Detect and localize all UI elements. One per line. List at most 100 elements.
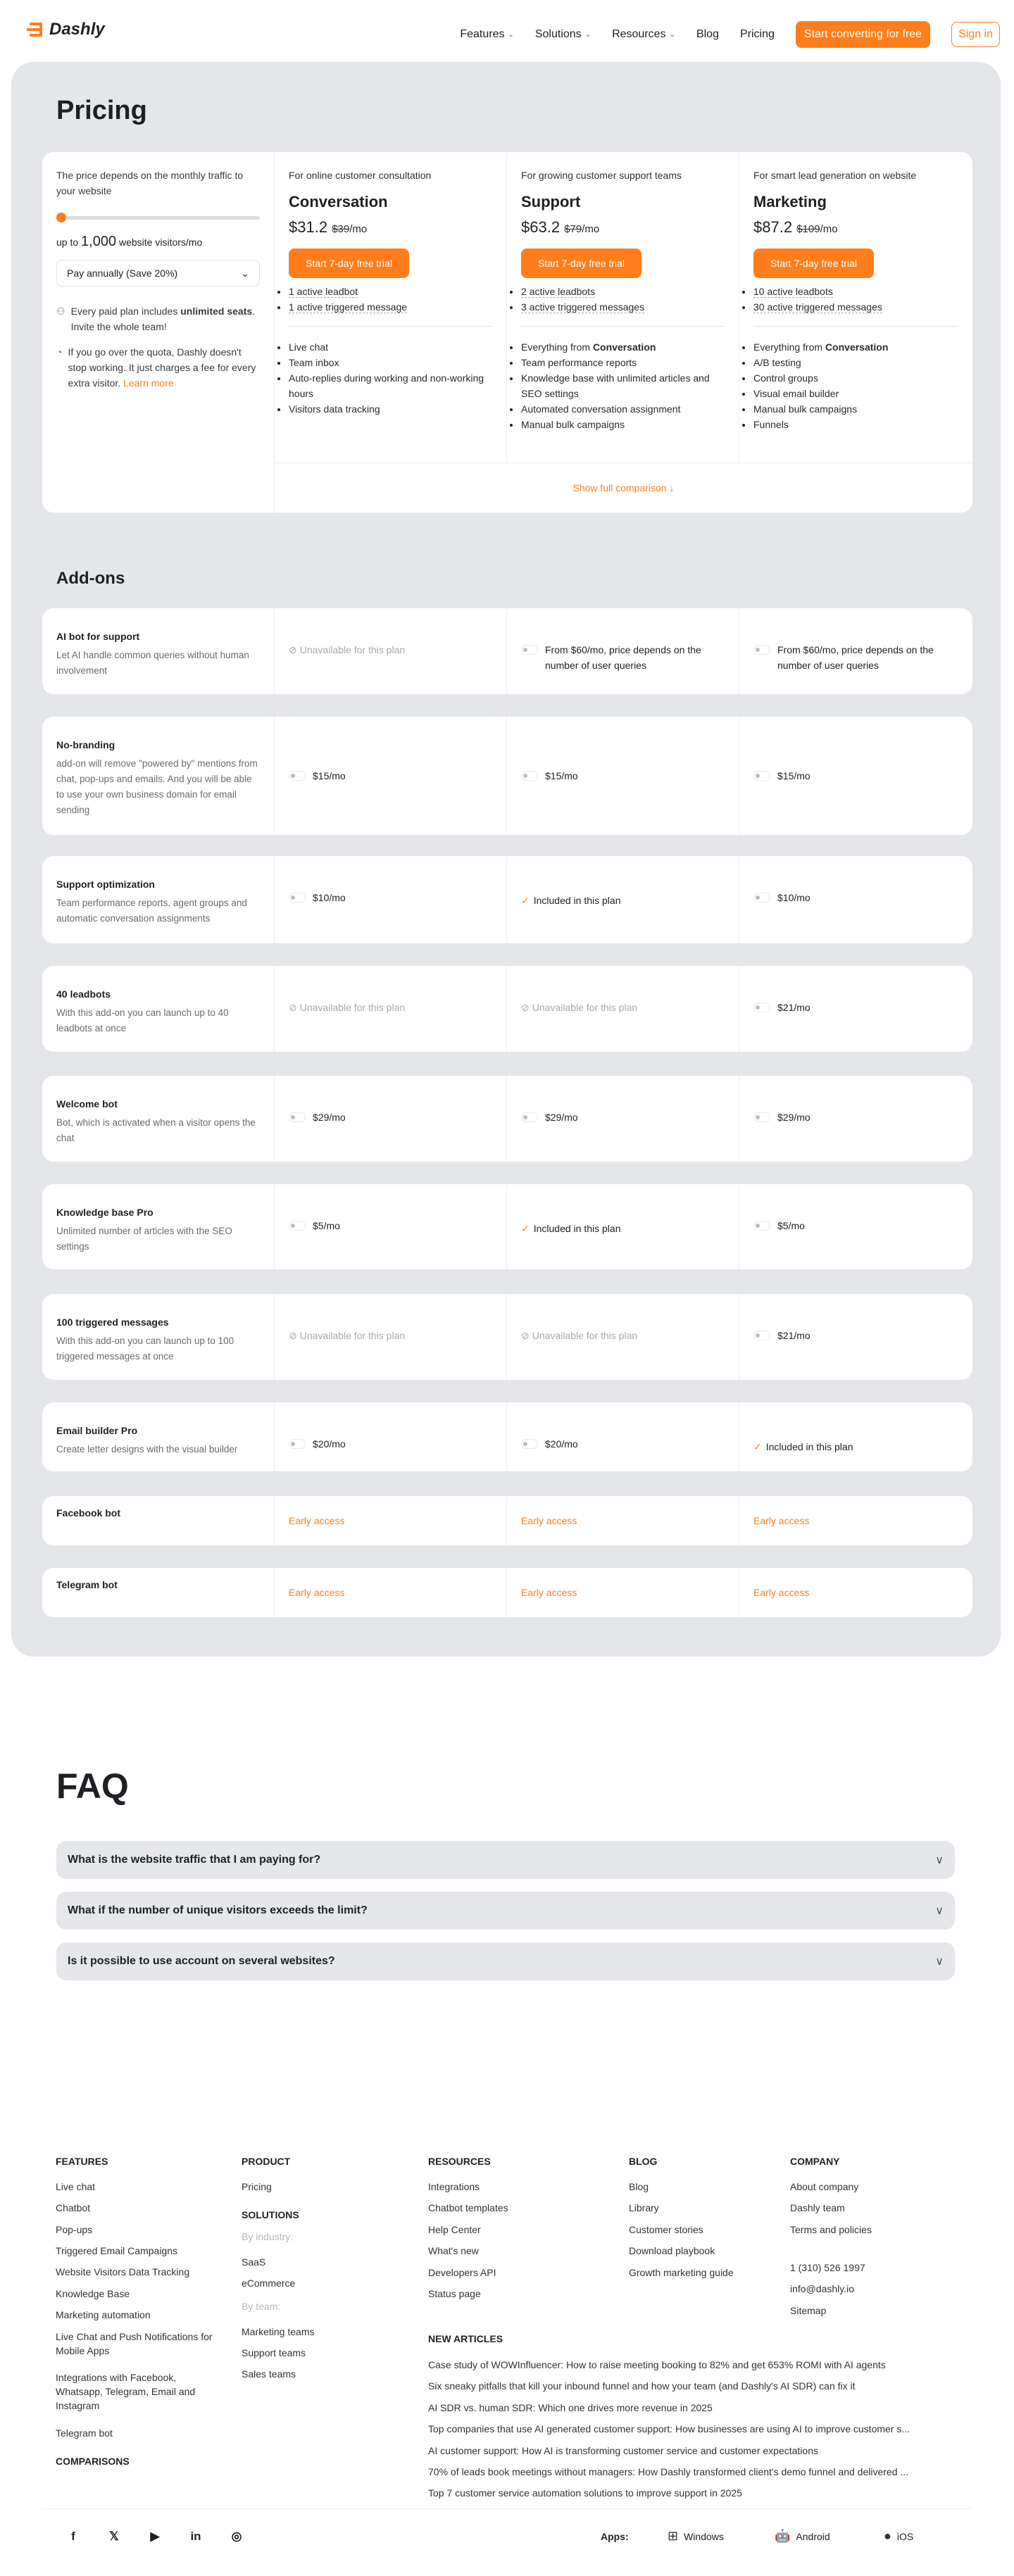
nav-solutions[interactable]: Solutions ⌄ — [534, 28, 592, 40]
addon-toggle[interactable] — [521, 1439, 538, 1449]
footer-link[interactable]: Sales teams — [242, 2368, 296, 2380]
addon-toggle[interactable] — [289, 1112, 306, 1122]
visitors-readout: up to 1,000 website visitors/mo — [56, 234, 203, 249]
footer-link[interactable]: Website Visitors Data Tracking — [56, 2266, 190, 2277]
early-access-link[interactable]: Early access — [521, 1515, 577, 1526]
nav-resources[interactable]: Resources ⌄ — [612, 28, 675, 40]
footer-link[interactable]: Sitemap — [790, 2305, 827, 2316]
footer-link[interactable]: Help Center — [428, 2223, 481, 2235]
youtube-icon[interactable]: ▶ — [150, 2530, 160, 2543]
x-icon[interactable]: 𝕏 — [109, 2530, 119, 2543]
logo[interactable]: Dashly — [27, 20, 105, 39]
addon-toggle[interactable] — [753, 645, 770, 655]
footer-link[interactable]: Developers API — [428, 2266, 496, 2278]
addon-toggle[interactable] — [521, 645, 538, 655]
footer-link[interactable]: Chatbot — [56, 2202, 91, 2213]
plan-limit[interactable]: 1 active leadbot — [277, 284, 492, 299]
footer-link[interactable]: SaaS — [242, 2256, 266, 2268]
early-access-link[interactable]: Early access — [521, 1587, 577, 1598]
footer-link[interactable]: 70% of leads book meetings without manag… — [428, 2466, 909, 2477]
addon-toggle[interactable] — [521, 771, 538, 781]
footer-link[interactable]: Chatbot templates — [428, 2202, 508, 2214]
early-access-link[interactable]: Early access — [753, 1515, 810, 1526]
apple-icon: ● — [884, 2529, 891, 2543]
start-trial-button[interactable]: Start 7-day free trial — [753, 249, 874, 278]
blog-heading: BLOG — [629, 2156, 658, 2167]
footer-link[interactable]: AI SDR vs. human SDR: Which one drives m… — [428, 2401, 713, 2413]
app-link-android[interactable]: 🤖 Android — [775, 2529, 830, 2543]
footer-link[interactable]: Triggered Email Campaigns — [56, 2245, 177, 2256]
footer-link[interactable]: Top 7 customer service automation soluti… — [428, 2487, 742, 2499]
addon-toggle[interactable] — [753, 1221, 770, 1231]
footer-link[interactable]: Terms and policies — [790, 2223, 872, 2235]
footer-link[interactable]: Dashly team — [790, 2202, 845, 2214]
app-link-windows[interactable]: ⊞ Windows — [668, 2529, 724, 2543]
footer-link[interactable]: Live chat — [56, 2181, 96, 2192]
footer-link[interactable]: What's new — [428, 2245, 479, 2257]
addon-toggle[interactable] — [753, 893, 770, 903]
facebook-icon[interactable]: f — [71, 2530, 75, 2543]
footer-link[interactable]: Six sneaky pitfalls that kill your inbou… — [428, 2380, 856, 2392]
footer-link[interactable]: Library — [629, 2202, 659, 2214]
show-comparison-link[interactable]: Show full comparison ↓ — [572, 482, 675, 494]
plan-limit[interactable]: 2 active leadbots — [510, 284, 725, 299]
addon-toggle[interactable] — [521, 1112, 538, 1122]
footer-link[interactable]: AI customer support: How AI is transform… — [428, 2444, 819, 2456]
footer-link[interactable]: Status page — [428, 2288, 481, 2299]
footer-link[interactable]: Support teams — [242, 2347, 306, 2358]
addon-toggle[interactable] — [753, 771, 770, 781]
nav-blog[interactable]: Blog — [696, 28, 719, 40]
footer-link[interactable]: Live Chat and Push Notifications for Mob… — [56, 2331, 213, 2356]
early-access-link[interactable]: Early access — [753, 1587, 810, 1598]
footer-link[interactable]: Growth marketing guide — [629, 2266, 734, 2278]
footer-link[interactable]: eCommerce — [242, 2277, 296, 2289]
footer-link[interactable]: Integrations — [428, 2181, 480, 2192]
addon-toggle[interactable] — [753, 1331, 770, 1340]
plan-limit[interactable]: 10 active leadbots — [742, 284, 958, 299]
footer-link[interactable]: Knowledge Base — [56, 2288, 130, 2299]
learn-more-link[interactable]: Learn more — [123, 377, 174, 389]
addon-toggle[interactable] — [289, 771, 306, 781]
linkedin-icon[interactable]: in — [190, 2530, 201, 2543]
footer-link[interactable]: About company — [790, 2181, 859, 2192]
footer-link[interactable]: Download playbook — [629, 2245, 715, 2257]
addon-toggle[interactable] — [753, 1003, 770, 1012]
users-icon: ⚇ — [56, 306, 65, 317]
nav-features[interactable]: Features ⌄ — [460, 28, 514, 40]
footer-link[interactable]: Pricing — [242, 2181, 272, 2192]
traffic-slider[interactable] — [56, 213, 260, 222]
sign-in-button[interactable]: Sign in — [951, 22, 1000, 47]
footer-link[interactable]: Top companies that use AI generated cust… — [428, 2423, 910, 2435]
footer-link[interactable]: Customer stories — [629, 2223, 703, 2235]
early-access-link[interactable]: Early access — [289, 1515, 345, 1526]
footer-link[interactable]: info@dashly.io — [790, 2283, 854, 2294]
footer-link[interactable]: Marketing automation — [56, 2309, 151, 2320]
footer-link[interactable]: Telegram bot — [56, 2427, 113, 2439]
addon-toggle[interactable] — [289, 1221, 306, 1231]
instagram-icon[interactable]: ◎ — [231, 2530, 242, 2543]
app-link-ios[interactable]: ● iOS — [884, 2529, 914, 2543]
faq-item[interactable]: What if the number of unique visitors ex… — [56, 1892, 955, 1930]
faq-item[interactable]: Is it possible to use account on several… — [56, 1942, 955, 1980]
start-trial-button[interactable]: Start 7-day free trial — [289, 249, 409, 278]
footer-link[interactable]: Marketing teams — [242, 2326, 315, 2337]
faq-item[interactable]: What is the website traffic that I am pa… — [56, 1841, 955, 1879]
footer-link[interactable]: 1 (310) 526 1997 — [790, 2262, 865, 2273]
plan-limit[interactable]: 1 active triggered message — [277, 299, 492, 315]
footer-link[interactable]: Blog — [629, 2181, 649, 2192]
addon-cell: $5/mo — [275, 1184, 507, 1269]
early-access-link[interactable]: Early access — [289, 1587, 345, 1598]
slider-handle[interactable] — [56, 213, 66, 222]
plan-limit[interactable]: 3 active triggered messages — [510, 299, 725, 315]
footer-link[interactable]: Case study of WOWInfluencer: How to rais… — [428, 2359, 886, 2370]
addon-toggle[interactable] — [753, 1112, 770, 1122]
start-free-button[interactable]: Start converting for free — [795, 21, 931, 48]
billing-select[interactable]: Pay annually (Save 20%) ⌄ — [56, 260, 260, 287]
nav-pricing[interactable]: Pricing — [739, 28, 775, 40]
addon-toggle[interactable] — [289, 893, 306, 903]
footer-link[interactable]: Integrations with Facebook, Whatsapp, Te… — [56, 2372, 196, 2411]
footer-link[interactable]: Pop-ups — [56, 2224, 93, 2235]
start-trial-button[interactable]: Start 7-day free trial — [521, 249, 641, 278]
addon-toggle[interactable] — [289, 1439, 306, 1449]
plan-limit[interactable]: 30 active triggered messages — [742, 299, 958, 315]
